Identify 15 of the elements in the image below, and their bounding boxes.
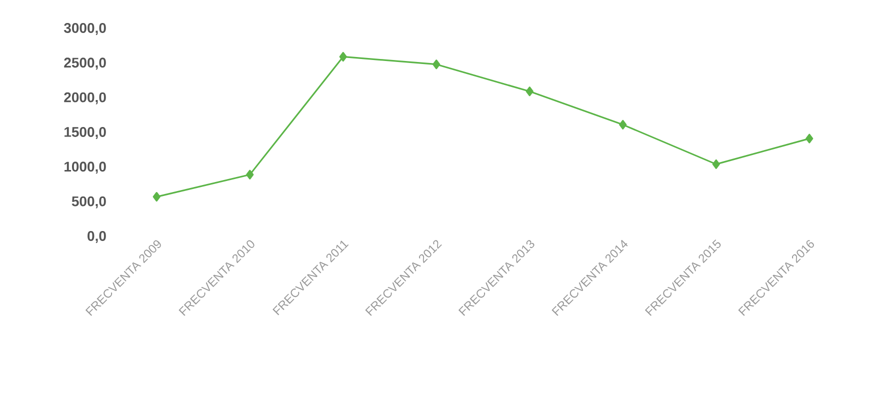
y-tick-label: 2500,0: [64, 58, 106, 70]
y-tick-label: 1500,0: [64, 127, 106, 139]
point: [712, 159, 720, 169]
point: [339, 52, 347, 62]
y-tick-label: 1000,0: [64, 162, 106, 174]
y-tick-label: 3000,0: [64, 23, 106, 35]
point: [152, 192, 160, 202]
y-tick-label: 2000,0: [64, 92, 106, 104]
y-tick-label: 0,0: [88, 231, 106, 243]
y-tick-label: 500,0: [72, 196, 106, 208]
point: [432, 60, 440, 70]
point: [246, 170, 254, 180]
point: [526, 86, 534, 96]
point: [806, 134, 814, 144]
point: [619, 120, 627, 130]
